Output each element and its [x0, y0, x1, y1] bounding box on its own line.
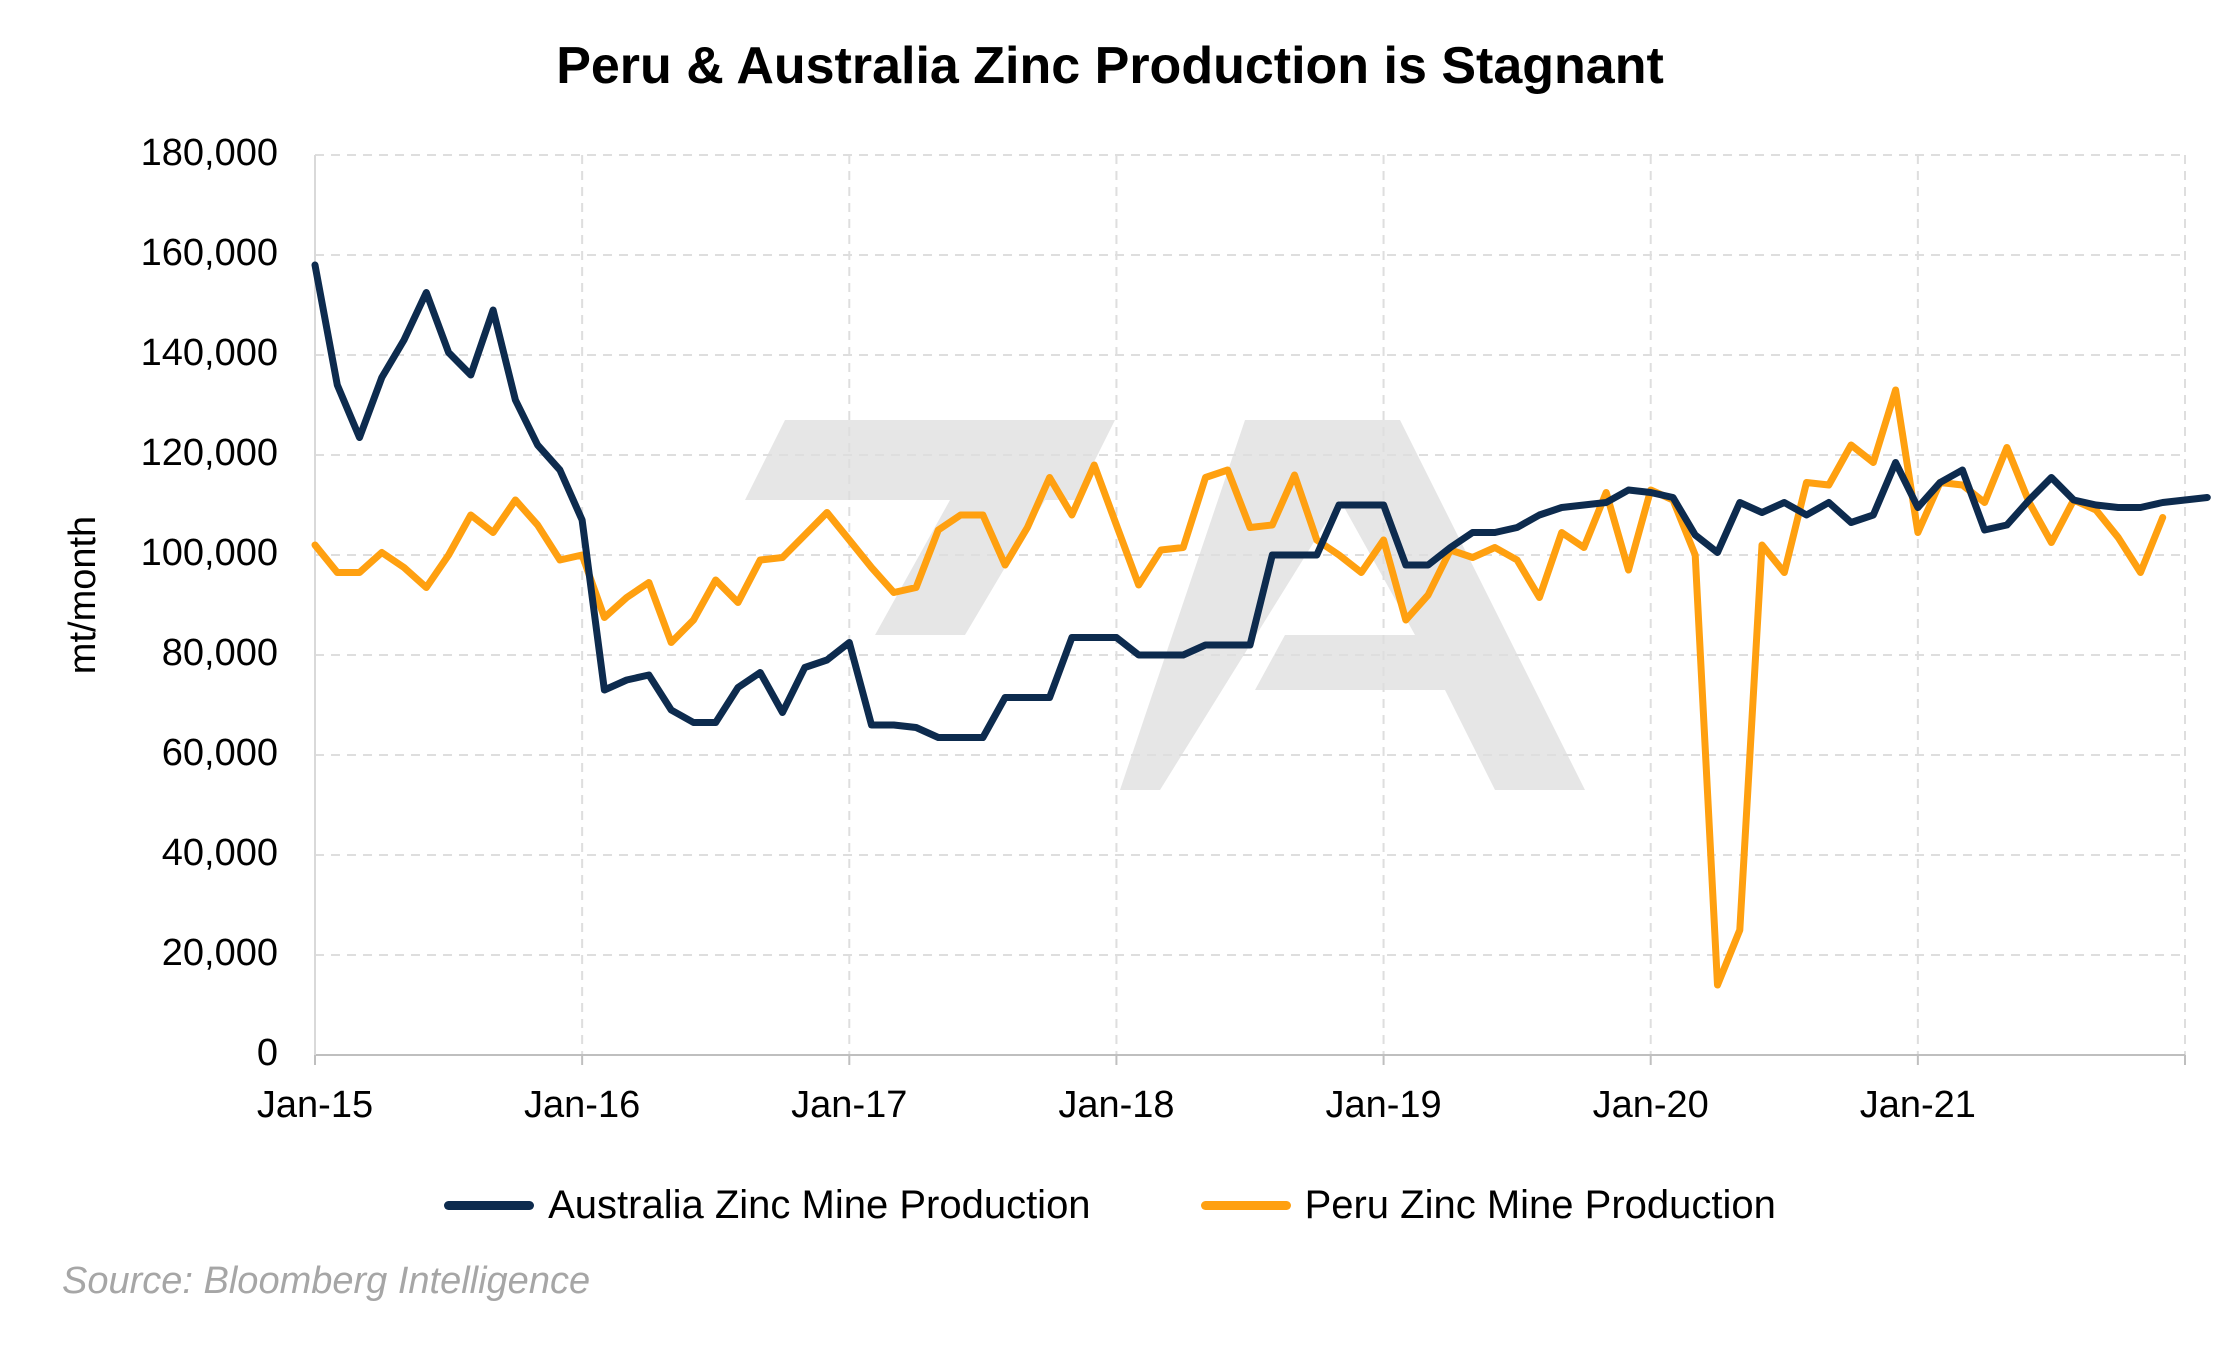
axes: [314, 155, 2186, 1065]
x-tick-label: Jan-21: [1860, 1084, 1976, 1126]
y-tick-label: 20,000: [162, 932, 278, 974]
legend-swatch-peru: [1200, 1200, 1291, 1210]
series-line-peru: [311, 386, 2167, 989]
legend-swatch-australia: [444, 1200, 535, 1210]
y-tick-labels: 0 20,000 40,000 60,000 80,000 100,000 120,000 1…: [141, 132, 278, 1074]
y-tick-label: 180,000: [141, 132, 278, 174]
watermark-logo: [745, 420, 1585, 790]
x-tick-label: Jan-18: [1058, 1084, 1174, 1126]
y-tick-label: 100,000: [141, 532, 278, 574]
legend-label-australia: Australia Zinc Mine Production: [548, 1182, 1091, 1227]
y-tick-label: 140,000: [141, 332, 278, 374]
y-tick-label: 80,000: [162, 632, 278, 674]
y-axis-label: mt/month: [62, 516, 104, 674]
x-tick-label: Jan-20: [1593, 1084, 1709, 1126]
series-lines: [311, 261, 2211, 989]
chart-title: Peru & Australia Zinc Production is Stag…: [556, 37, 1664, 95]
x-tick-labels: Jan-15 Jan-16 Jan-17 Jan-18 Jan-19 Jan-20 Jan-…: [257, 1084, 1976, 1126]
y-tick-label: 40,000: [162, 832, 278, 874]
y-tick-label: 120,000: [141, 432, 278, 474]
x-tick-label: Jan-17: [791, 1084, 907, 1126]
x-tick-label: Jan-15: [257, 1084, 373, 1126]
y-tick-label: 60,000: [162, 732, 278, 774]
legend-label-peru: Peru Zinc Mine Production: [1304, 1182, 1776, 1227]
y-tick-label: 0: [257, 1032, 278, 1074]
series-line-australia: [311, 261, 2211, 741]
legend: Australia Zinc Mine Production Peru Zinc…: [0, 1175, 2220, 1235]
x-tick-label: Jan-16: [524, 1084, 640, 1126]
legend-item-australia: Australia Zinc Mine Production: [444, 1182, 1091, 1228]
gridlines: [315, 154, 2186, 1055]
x-tick-label: Jan-19: [1325, 1084, 1441, 1126]
source-note: Source: Bloomberg Intelligence: [62, 1260, 591, 1302]
legend-item-peru: Peru Zinc Mine Production: [1200, 1182, 1776, 1228]
y-tick-label: 160,000: [141, 232, 278, 274]
